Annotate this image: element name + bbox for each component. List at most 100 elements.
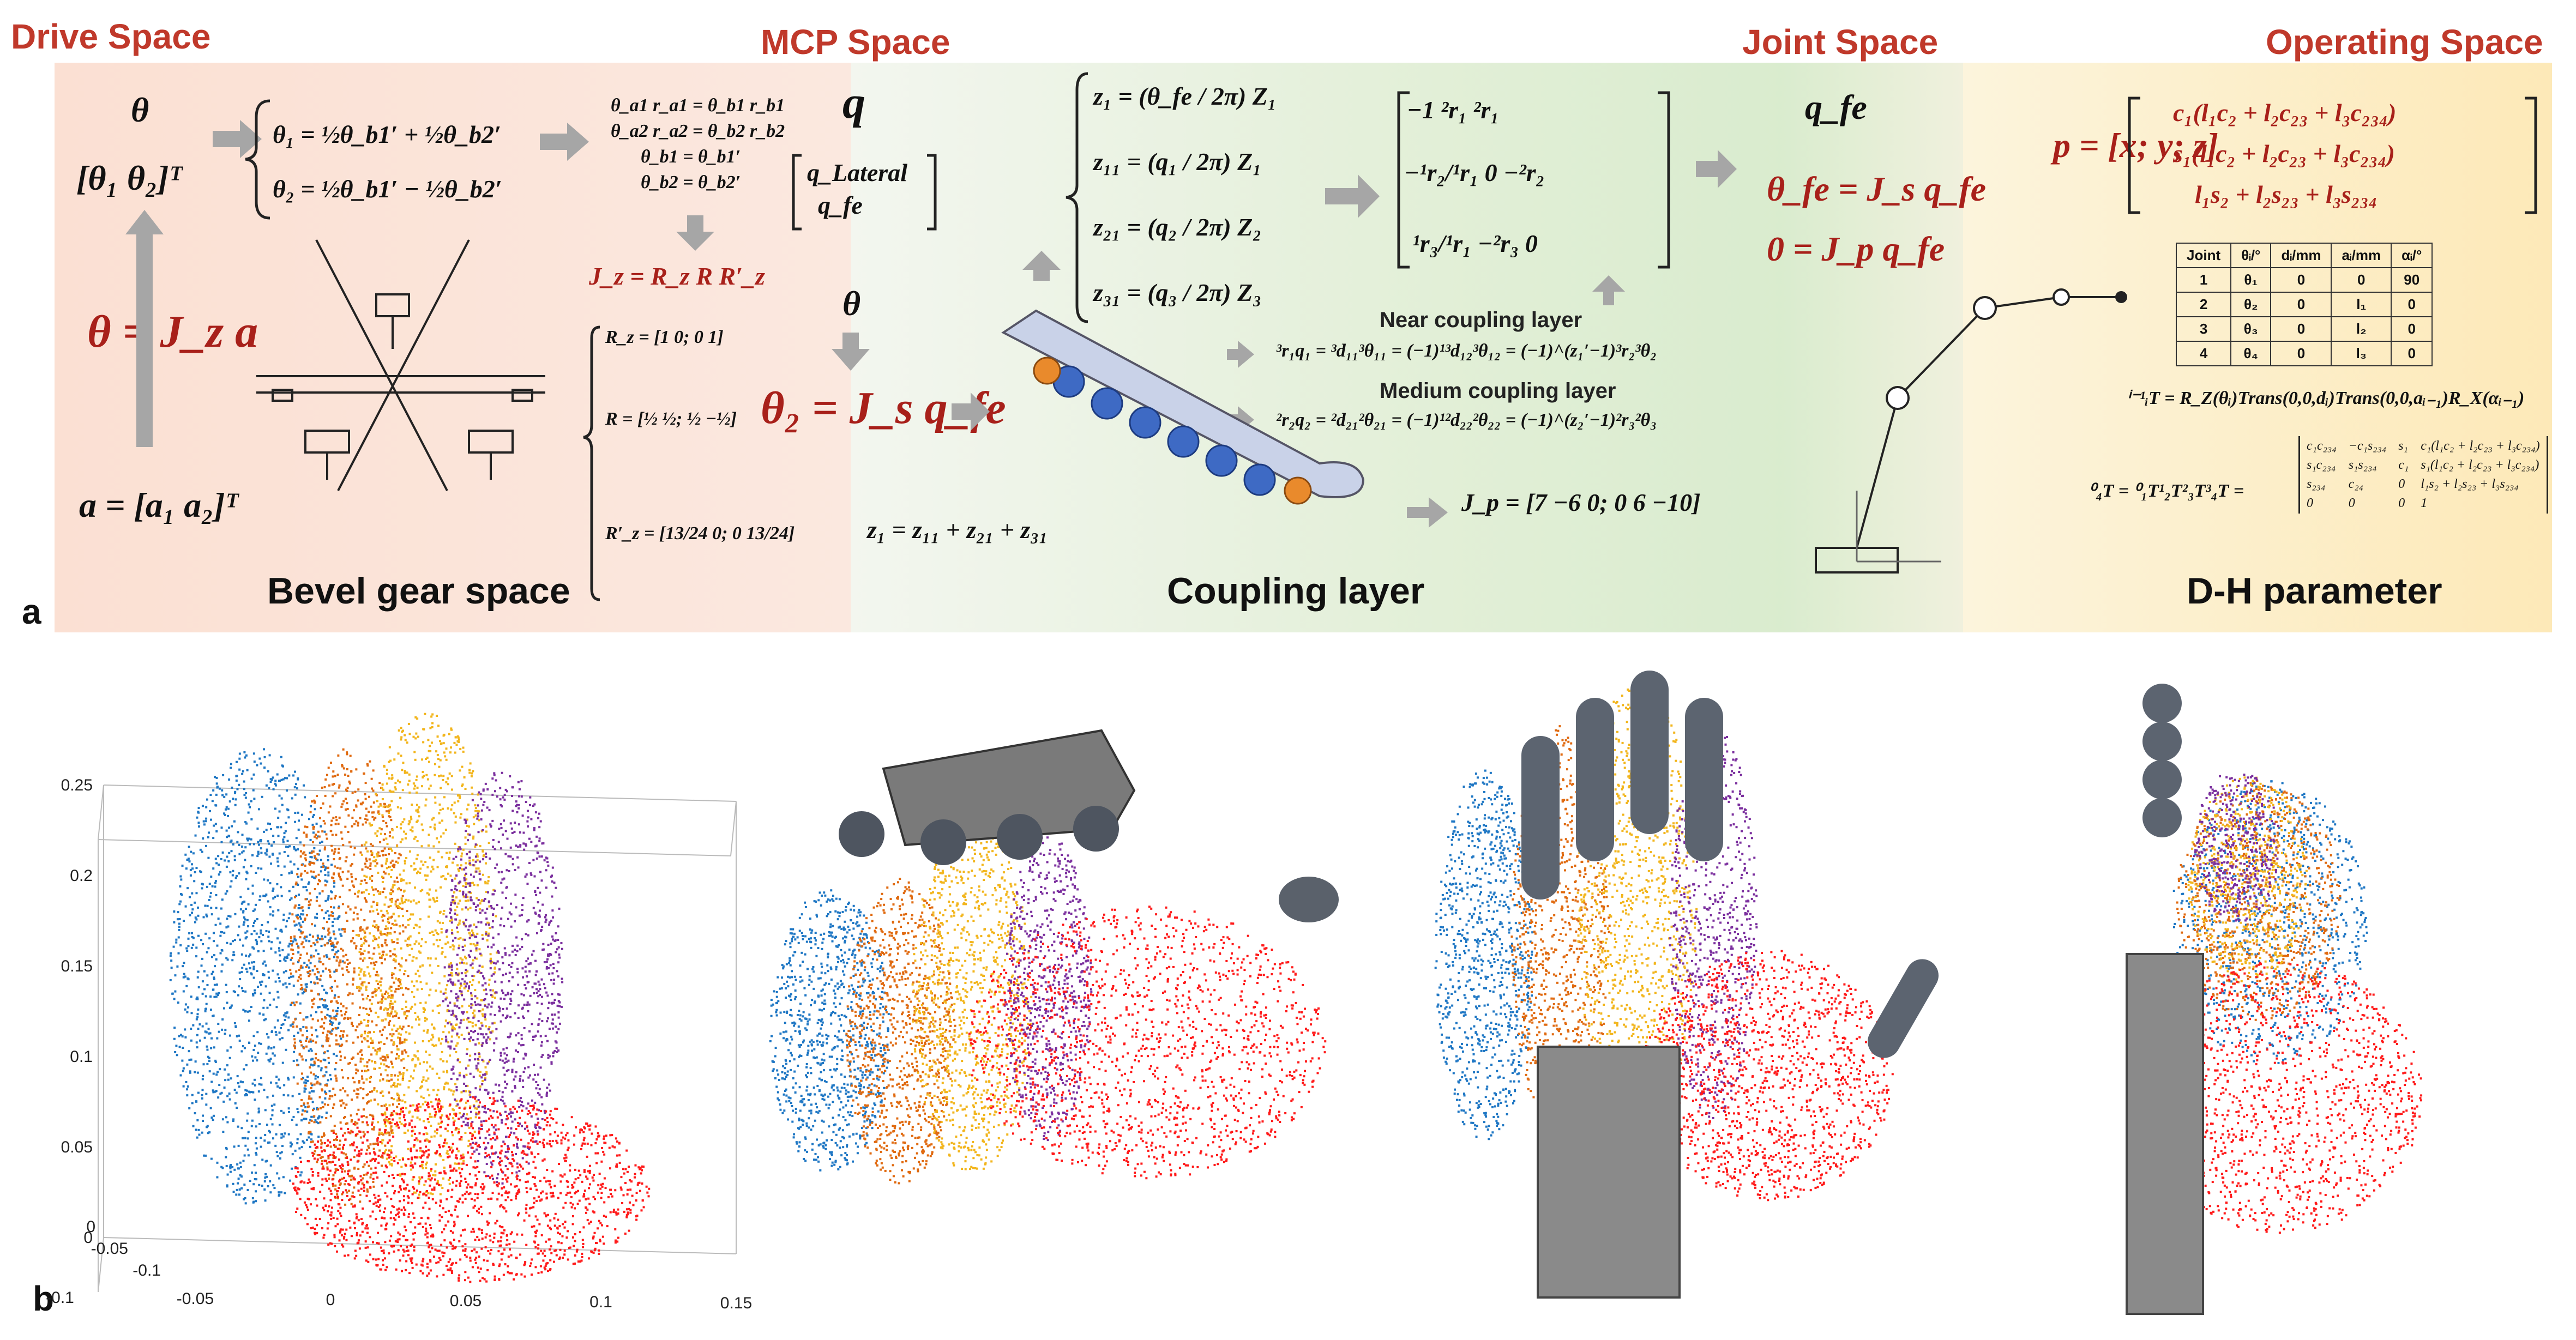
- scatter-point: [312, 831, 315, 834]
- scatter-point: [407, 722, 410, 725]
- scatter-point: [458, 1036, 460, 1039]
- scatter-point: [330, 906, 333, 908]
- scatter-point: [299, 1002, 302, 1005]
- scatter-point: [244, 1202, 247, 1205]
- scatter-point: [478, 1010, 480, 1012]
- gear-icon: [1129, 406, 1161, 439]
- scatter-point: [297, 907, 300, 910]
- scatter-point: [540, 1044, 543, 1047]
- scatter-point: [454, 842, 456, 845]
- scatter-point: [401, 907, 404, 910]
- dh-row: 1 θ₁ 0 0 90: [2175, 267, 2433, 293]
- scatter-point: [226, 1173, 229, 1176]
- scatter-point: [468, 859, 471, 862]
- scatter-point: [305, 1045, 308, 1048]
- scatter-point: [287, 854, 290, 857]
- scatter-point: [287, 846, 290, 848]
- scatter-point: [209, 995, 212, 998]
- scatter-point: [505, 869, 508, 872]
- scatter-point: [364, 1030, 366, 1033]
- scatter-point: [416, 808, 419, 811]
- scatter-point: [358, 986, 360, 988]
- scatter-point: [538, 837, 541, 840]
- scatter-point: [378, 1047, 381, 1050]
- scatter-point: [210, 1081, 213, 1083]
- scatter-point: [465, 866, 467, 869]
- scatter-point: [552, 916, 555, 919]
- scatter-point: [309, 1097, 312, 1100]
- scatter-point: [519, 844, 522, 847]
- scatter-point: [299, 1041, 302, 1043]
- scatter-point: [434, 1130, 436, 1133]
- t-cell: 0: [2301, 494, 2342, 512]
- scatter-point: [364, 974, 367, 977]
- scatter-point: [333, 997, 336, 999]
- scatter-point: [392, 973, 395, 975]
- scatter-point: [466, 1121, 469, 1124]
- scatter-point: [387, 805, 390, 808]
- scatter-point: [503, 798, 506, 801]
- scatter-point: [353, 1089, 356, 1092]
- scatter-point: [315, 939, 318, 941]
- scatter-point: [400, 957, 403, 960]
- scatter-point: [291, 913, 294, 916]
- scatter-point: [304, 857, 307, 860]
- scatter-point: [472, 1076, 475, 1078]
- scatter-point: [360, 1035, 363, 1037]
- scatter-point: [358, 989, 361, 992]
- scatter-point: [536, 1130, 539, 1133]
- scatter-point: [543, 1109, 546, 1112]
- scatter-point: [335, 968, 338, 971]
- gear-icon: [1243, 463, 1276, 496]
- scatter-point: [531, 1023, 533, 1025]
- scatter-point: [370, 805, 372, 808]
- scatter-point: [426, 756, 429, 759]
- scatter-point: [335, 819, 338, 822]
- scatter-point: [276, 991, 279, 993]
- scatter-point: [466, 896, 469, 898]
- scatter-point: [296, 873, 299, 876]
- scatter-point: [181, 1059, 184, 1062]
- scatter-point: [474, 1030, 477, 1033]
- scatter-point: [471, 1025, 474, 1028]
- scatter-point: [240, 1187, 243, 1190]
- scatter-point: [434, 801, 437, 804]
- scatter-point: [443, 877, 446, 880]
- scatter-point: [414, 1055, 417, 1058]
- scatter-point: [330, 1078, 333, 1081]
- bevel-gear-caption: Bevel gear space: [267, 570, 570, 612]
- scatter-point: [465, 1073, 468, 1076]
- scatter-point: [485, 1071, 488, 1073]
- scatter-point: [468, 856, 471, 859]
- scatter-point: [482, 1060, 485, 1063]
- scatter-point: [476, 943, 479, 946]
- scatter-point: [178, 1046, 181, 1048]
- scatter-point: [495, 779, 497, 782]
- scatter-point: [410, 829, 412, 831]
- scatter-point: [258, 757, 261, 760]
- scatter-point: [308, 966, 311, 969]
- scatter-point: [333, 850, 336, 853]
- scatter-point: [274, 1144, 277, 1147]
- scatter-point: [415, 858, 418, 860]
- scatter-point: [435, 989, 437, 992]
- scatter-point: [473, 884, 476, 886]
- scatter-point: [560, 942, 563, 945]
- scatter-point: [329, 1023, 332, 1025]
- scatter-point: [390, 989, 393, 992]
- scatter-point: [329, 762, 332, 764]
- scatter-point: [533, 1035, 536, 1038]
- scatter-point: [479, 878, 482, 881]
- scatter-point: [383, 1009, 386, 1011]
- scatter-point: [195, 867, 198, 870]
- scatter-point: [335, 959, 338, 962]
- scatter-point: [438, 1039, 441, 1042]
- scatter-point: [471, 1133, 474, 1136]
- scatter-point: [467, 882, 470, 885]
- scatter-point: [377, 1041, 380, 1044]
- scatter-point: [278, 949, 281, 952]
- scatter-point: [420, 938, 423, 940]
- scatter-point: [528, 862, 531, 865]
- scatter-point: [480, 1033, 483, 1036]
- scatter-point: [424, 874, 426, 877]
